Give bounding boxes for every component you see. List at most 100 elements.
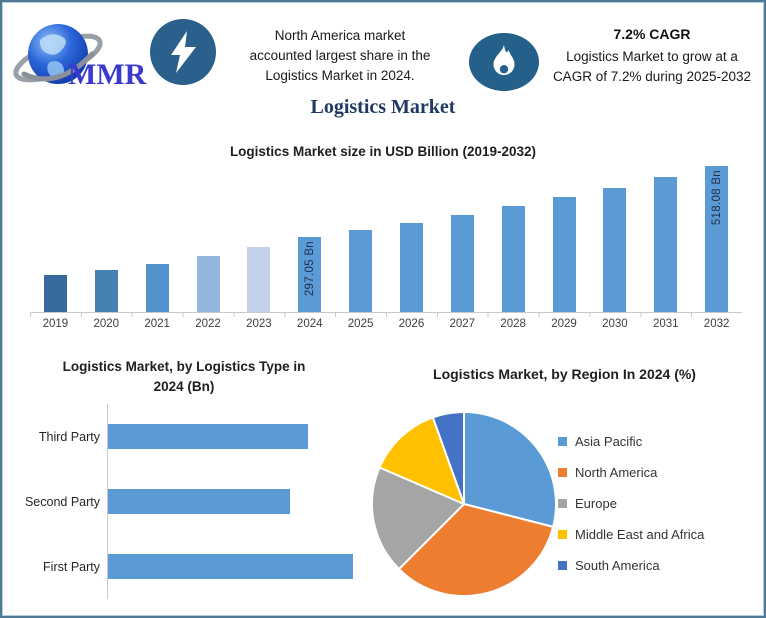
x-axis-label-2031: 2031 (652, 318, 679, 330)
pie-slice-south-america (431, 411, 465, 505)
pie-legend: Asia Pacific North America Europe Middle Ea… (558, 426, 704, 581)
pie-slice-europe (371, 466, 465, 571)
note-line: Logistics Market in 2024. (265, 68, 415, 83)
legend-item-middle-east-and-africa: Middle East and Africa (558, 519, 704, 550)
market-size-bar-chart: 297.05 Bn 518.08 Bn (30, 162, 742, 313)
x-axis-label-2020: 2020 (93, 318, 120, 330)
bar-slot-2025 (335, 162, 386, 312)
x-axis-label-2028: 2028 (500, 318, 526, 330)
bar-2028 (501, 206, 525, 312)
legend-item-europe: Europe (558, 488, 704, 519)
pie-slice-asia-pacific (463, 411, 557, 528)
category-label-first-party: First Party (43, 559, 100, 574)
title-line: Logistics Market, by Logistics Type in (62, 359, 306, 374)
category-label-third-party: Third Party (38, 429, 100, 444)
market-size-chart-title: Logistics Market size in USD Billion (20… (229, 144, 537, 159)
legend-marker-icon (558, 530, 567, 539)
bar-slot-2028 (488, 162, 539, 312)
bar-slot-2019 (30, 162, 81, 312)
bar-track (107, 469, 357, 534)
bar-third-party (108, 424, 309, 449)
legend-item-north-america: North America (558, 457, 704, 488)
pie-slice-middle-east-and-africa (378, 416, 465, 505)
legend-label: North America (575, 465, 658, 480)
x-axis-label-2029: 2029 (551, 318, 577, 330)
x-axis-label-2027: 2027 (449, 318, 476, 330)
bar-2022 (196, 256, 220, 312)
bar-track (107, 534, 357, 599)
bar-2027 (450, 215, 474, 312)
legend-label: Middle East and Africa (575, 527, 705, 542)
legend-label: Europe (575, 496, 617, 511)
north-america-note: North America market accounted largest s… (220, 26, 460, 86)
legend-marker-icon (558, 437, 567, 446)
hbar-row-first-party: First Party (12, 534, 357, 599)
title-line: 2024 (Bn) (153, 379, 215, 394)
legend-marker-icon (558, 468, 567, 477)
bar-slot-2022 (183, 162, 234, 312)
x-axis-labels: 2019 2020 2021 2022 2023 2024 2025 2026 2027 2028… (30, 318, 742, 330)
page-title: Logistics Market (310, 96, 456, 118)
cagr-note: 7.2% CAGR Logistics Market to grow at a … (542, 24, 762, 87)
bar-value-label-2024: 297.05 Bn (303, 241, 316, 297)
x-axis-label-2026: 2026 (398, 318, 425, 330)
globe-swoosh-icon: MMR (13, 24, 147, 91)
note-line: accounted largest share in the (249, 48, 431, 63)
lightning-bolt-icon (171, 31, 196, 73)
bar-slot-2027 (437, 162, 488, 312)
x-axis-label-2024: 2024 (296, 318, 323, 330)
legend-label: South America (575, 558, 660, 573)
bar-value-label-2032: 518.08 Bn (710, 170, 723, 226)
bar-slot-2026 (386, 162, 437, 312)
legend-label: Asia Pacific (575, 434, 643, 449)
bar-first-party (108, 554, 353, 579)
flame-icon (493, 45, 515, 75)
x-axis-label-2019: 2019 (42, 318, 69, 330)
bar-2031 (654, 177, 678, 312)
pie-slice-north-america (397, 503, 555, 597)
region-pie-chart (371, 411, 557, 597)
x-axis-label-2030: 2030 (602, 318, 628, 330)
cagr-heading: 7.2% CAGR (613, 26, 691, 42)
x-axis-label-2032: 2032 (703, 318, 730, 330)
lightning-badge (150, 19, 216, 85)
bar-2025 (349, 230, 373, 312)
x-axis-label-2025: 2025 (347, 318, 374, 330)
bar-2029 (552, 197, 576, 312)
logistics-type-chart-title: Logistics Market, by Logistics Type in 2… (14, 357, 354, 397)
legend-item-asia-pacific: Asia Pacific (558, 426, 704, 457)
bar-2023 (247, 247, 271, 312)
legend-marker-icon (558, 561, 567, 570)
x-axis-label-2021: 2021 (144, 318, 170, 330)
note-line: Logistics Market to grow at a (566, 49, 738, 64)
bar-2021 (145, 264, 169, 312)
legend-marker-icon (558, 499, 567, 508)
bar-2020 (94, 270, 118, 312)
hbar-row-second-party: Second Party (12, 469, 357, 534)
region-pie-chart-title: Logistics Market, by Region In 2024 (%) (433, 366, 696, 382)
bar-slot-2020 (81, 162, 132, 312)
bar-slot-2024: 297.05 Bn (284, 162, 335, 312)
hbar-row-third-party: Third Party (12, 404, 357, 469)
bar-2030 (603, 188, 627, 312)
bar-slot-2029 (539, 162, 590, 312)
x-axis-label-2022: 2022 (195, 318, 221, 330)
note-line: CAGR of 7.2% during 2025-2032 (552, 69, 752, 84)
bar-slot-2021 (132, 162, 183, 312)
bar-slot-2023 (233, 162, 284, 312)
bar-2019 (43, 275, 67, 312)
bar-second-party (108, 489, 290, 514)
bar-track (107, 404, 357, 469)
bar-slot-2032: 518.08 Bn (691, 162, 742, 312)
bar-slot-2031 (640, 162, 691, 312)
logistics-type-bar-chart: Third Party Second Party First Party (12, 404, 357, 600)
bar-2032: 518.08 Bn (705, 166, 729, 312)
x-axis-ticks (30, 313, 742, 317)
x-axis-label-2023: 2023 (246, 318, 272, 330)
mmr-logo: MMR (12, 14, 152, 92)
bar-slot-2030 (589, 162, 640, 312)
bar-2026 (399, 223, 423, 312)
category-label-second-party: Second Party (24, 494, 100, 509)
bar-2024: 297.05 Bn (298, 237, 322, 312)
